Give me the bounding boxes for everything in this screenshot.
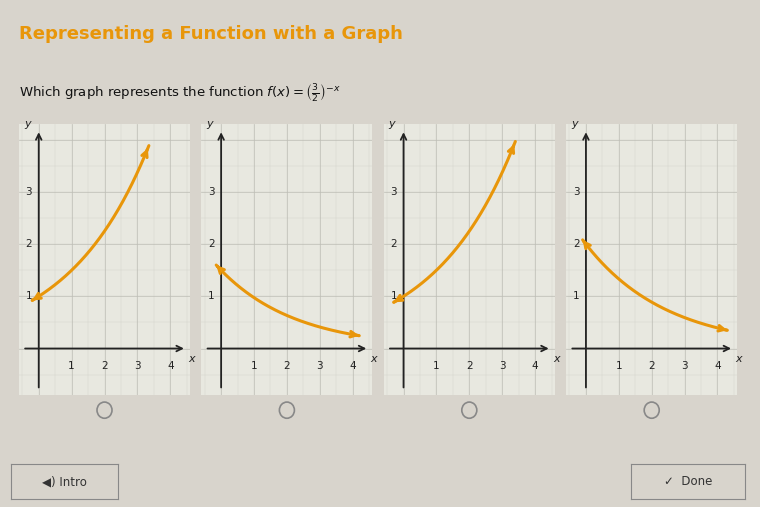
Text: y: y: [571, 119, 578, 129]
Text: 2: 2: [283, 361, 290, 372]
Text: y: y: [388, 119, 395, 129]
Text: 1: 1: [68, 361, 75, 372]
Text: 3: 3: [316, 361, 323, 372]
Text: 3: 3: [134, 361, 141, 372]
Text: 3: 3: [681, 361, 688, 372]
Text: Representing a Function with a Graph: Representing a Function with a Graph: [19, 25, 403, 43]
Text: 3: 3: [26, 187, 32, 197]
Text: x: x: [188, 353, 195, 364]
Text: 2: 2: [391, 239, 397, 249]
Text: x: x: [553, 353, 560, 364]
Text: 2: 2: [101, 361, 108, 372]
Text: 2: 2: [648, 361, 655, 372]
Text: ◀) Intro: ◀) Intro: [42, 475, 87, 488]
Text: 1: 1: [208, 292, 214, 301]
Text: 2: 2: [208, 239, 214, 249]
Text: 1: 1: [26, 292, 32, 301]
Text: 3: 3: [208, 187, 214, 197]
Text: 1: 1: [433, 361, 440, 372]
Text: x: x: [371, 353, 378, 364]
Text: 1: 1: [573, 292, 579, 301]
Text: y: y: [24, 119, 30, 129]
Text: 2: 2: [466, 361, 473, 372]
Text: 4: 4: [532, 361, 538, 372]
Text: 1: 1: [391, 292, 397, 301]
Text: 4: 4: [714, 361, 720, 372]
Text: 1: 1: [616, 361, 622, 372]
Text: y: y: [206, 119, 213, 129]
Text: 3: 3: [499, 361, 505, 372]
Text: Which graph represents the function $f(x) = \left(\frac{3}{2}\right)^{-x}$: Which graph represents the function $f(x…: [19, 83, 341, 104]
Text: ✓  Done: ✓ Done: [663, 475, 712, 488]
Text: 2: 2: [573, 239, 579, 249]
Text: 3: 3: [573, 187, 579, 197]
Text: x: x: [736, 353, 743, 364]
Text: 1: 1: [251, 361, 258, 372]
Text: 4: 4: [167, 361, 173, 372]
Text: 3: 3: [391, 187, 397, 197]
Text: 4: 4: [350, 361, 356, 372]
Text: 2: 2: [26, 239, 32, 249]
